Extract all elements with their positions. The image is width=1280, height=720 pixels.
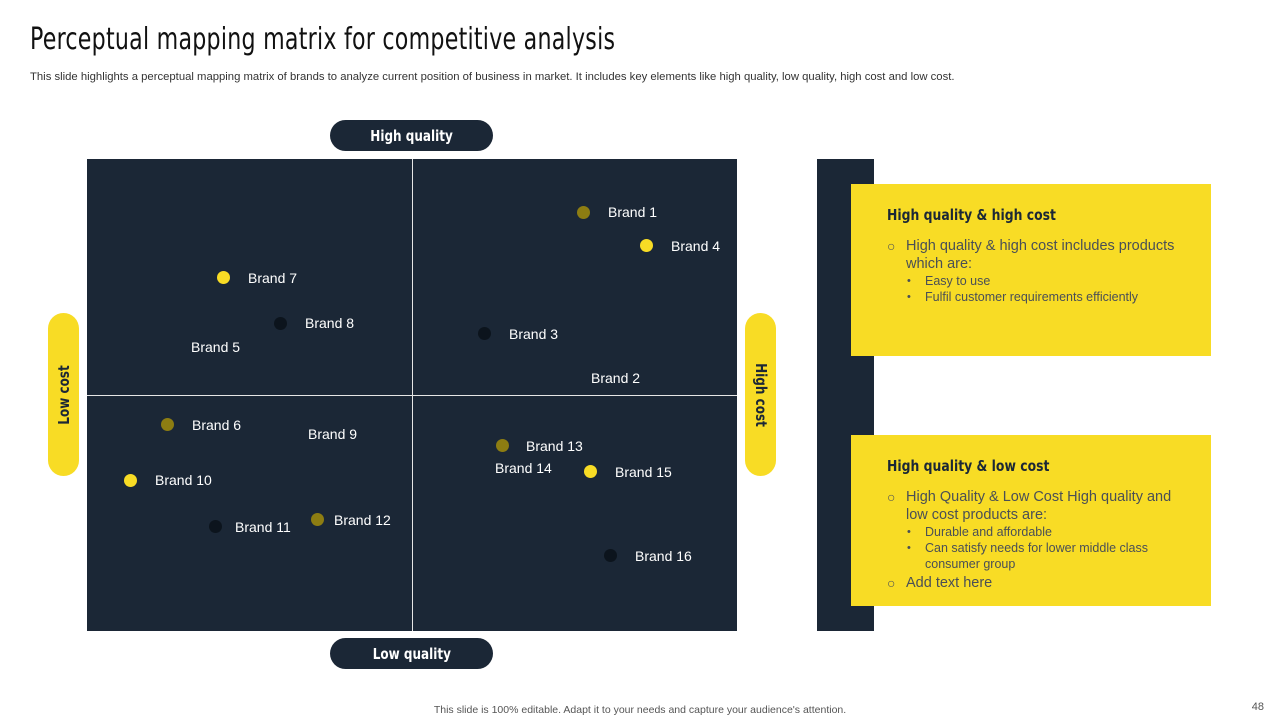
brand-3-label: Brand 3 bbox=[509, 326, 559, 342]
card-point-list: ○ High quality & high cost includes prod… bbox=[887, 237, 1191, 307]
card-subpoint-list: • Durable and affordable • Can satisfy nee… bbox=[906, 524, 1191, 572]
axis-label-low-cost: Low cost bbox=[48, 313, 79, 476]
axis-label-low-quality: Low quality bbox=[330, 638, 493, 669]
card-point-list: ○ High Quality & Low Cost High quality a… bbox=[887, 488, 1191, 592]
brand-4-label: Brand 4 bbox=[671, 238, 721, 254]
brand-3-dot bbox=[478, 327, 491, 340]
brand-13-dot bbox=[496, 439, 509, 452]
brand-10-dot bbox=[124, 474, 137, 487]
card-subpoint: • Can satisfy needs for lower middle clas… bbox=[906, 540, 1191, 572]
brand-10-label: Brand 10 bbox=[155, 472, 212, 488]
card-subpoint-text: Easy to use bbox=[925, 274, 991, 288]
brand-16-dot bbox=[604, 549, 617, 562]
card-subpoint: • Fulfil customer requirements efficientl… bbox=[906, 289, 1191, 305]
brand-6-dot bbox=[161, 418, 174, 431]
card-subpoint-list: • Easy to use • Fulfil customer requiremen… bbox=[906, 273, 1191, 305]
brand-5-label: Brand 5 bbox=[191, 339, 241, 355]
dot-bullet-icon: • bbox=[907, 275, 911, 287]
card-point: ○ High quality & high cost includes prod… bbox=[887, 237, 1191, 305]
card-high-quality-high-cost: High quality & high cost ○ High quality … bbox=[851, 184, 1211, 356]
brand-8-label: Brand 8 bbox=[305, 315, 355, 331]
card-point-text: High quality & high cost includes produc… bbox=[906, 238, 1175, 272]
card-high-quality-low-cost: High quality & low cost ○ High Quality &… bbox=[851, 435, 1211, 606]
brand-4-dot bbox=[640, 239, 653, 252]
brand-7-dot bbox=[217, 271, 230, 284]
card-subpoint: • Durable and affordable bbox=[906, 524, 1191, 540]
brand-7-label: Brand 7 bbox=[248, 270, 298, 286]
card-title: High quality & low cost bbox=[887, 457, 1050, 475]
brand-8-dot bbox=[274, 317, 287, 330]
brand-16-label: Brand 16 bbox=[635, 548, 692, 564]
slide-subtitle: This slide highlights a perceptual mappi… bbox=[30, 71, 955, 83]
card-point-text: Add text here bbox=[906, 575, 993, 591]
brand-15-dot bbox=[584, 465, 597, 478]
dot-bullet-icon: • bbox=[907, 526, 911, 538]
card-point-text: High Quality & Low Cost High quality and… bbox=[906, 489, 1172, 523]
brand-2-label: Brand 2 bbox=[591, 370, 641, 386]
brand-11-dot bbox=[209, 520, 222, 533]
brand-1-dot bbox=[577, 206, 590, 219]
brand-12-dot bbox=[311, 513, 324, 526]
axis-label-high-cost: High cost bbox=[745, 313, 776, 476]
brand-6-label: Brand 6 bbox=[192, 417, 242, 433]
circle-bullet-icon: ○ bbox=[887, 575, 896, 591]
matrix-horizontal-divider bbox=[87, 395, 737, 396]
brand-9-label: Brand 9 bbox=[308, 426, 358, 442]
slide-footer: This slide is 100% editable. Adapt it to… bbox=[433, 704, 847, 716]
page-number: 48 bbox=[1251, 701, 1264, 713]
card-title: High quality & high cost bbox=[887, 206, 1056, 224]
brand-11-label: Brand 11 bbox=[235, 519, 291, 535]
card-subpoint-text: Durable and affordable bbox=[925, 525, 1052, 539]
brand-14-label: Brand 14 bbox=[495, 460, 552, 476]
axis-label-high-quality: High quality bbox=[330, 120, 493, 151]
card-subpoint: • Easy to use bbox=[906, 273, 1191, 289]
brand-1-label: Brand 1 bbox=[608, 204, 658, 220]
card-subpoint-text: Can satisfy needs for lower middle class… bbox=[925, 541, 1149, 571]
card-point: ○ Add text here bbox=[887, 574, 1191, 592]
brand-12-label: Brand 12 bbox=[334, 512, 391, 528]
circle-bullet-icon: ○ bbox=[887, 489, 896, 505]
dot-bullet-icon: • bbox=[907, 291, 911, 303]
circle-bullet-icon: ○ bbox=[887, 238, 896, 254]
brand-13-label: Brand 13 bbox=[526, 438, 583, 454]
perceptual-matrix: Brand 1 Brand 4 Brand 7 Brand 8 Brand 5 … bbox=[87, 159, 737, 631]
card-point: ○ High Quality & Low Cost High quality a… bbox=[887, 488, 1191, 572]
brand-15-label: Brand 15 bbox=[615, 464, 672, 480]
card-subpoint-text: Fulfil customer requirements efficiently bbox=[925, 290, 1139, 304]
dot-bullet-icon: • bbox=[907, 542, 911, 554]
slide-title: Perceptual mapping matrix for competitiv… bbox=[30, 22, 616, 57]
